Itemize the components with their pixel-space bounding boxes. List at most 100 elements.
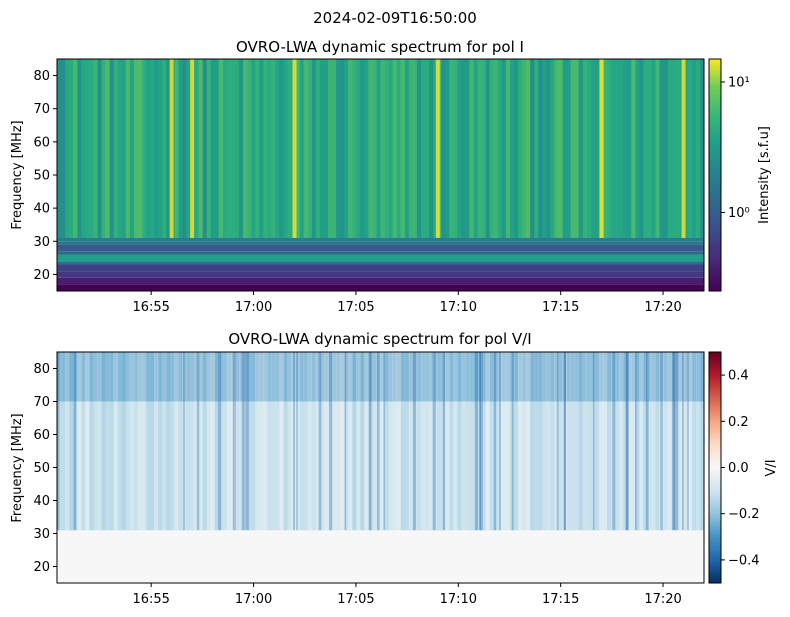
time-column: [623, 352, 628, 531]
time-column: [380, 352, 385, 531]
time-column: [364, 352, 369, 531]
colorbar-intensity-label: Intensity [s.f.u]: [757, 126, 772, 224]
time-column: [457, 59, 462, 238]
time-column: [509, 352, 515, 531]
x-tick-label: 17:10: [440, 300, 477, 315]
time-column: [85, 352, 90, 531]
time-column: [695, 352, 701, 531]
panel2-x-ticks: 16:55 17:00 17:05 17:10 17:15 17:20: [132, 583, 682, 607]
x-tick-label: 17:00: [235, 592, 272, 607]
time-column: [141, 59, 147, 238]
polarization-streak: [73, 352, 77, 531]
time-column: [340, 59, 345, 238]
time-column: [481, 352, 486, 531]
time-column: [105, 59, 110, 238]
time-column: [582, 352, 588, 531]
time-column: [162, 59, 167, 238]
time-column: [493, 59, 499, 238]
time-column: [234, 352, 240, 531]
time-column: [671, 352, 676, 531]
x-tick-label: 17:00: [235, 300, 272, 315]
time-column: [73, 59, 78, 238]
time-column: [699, 59, 704, 238]
time-column: [222, 59, 228, 238]
burst-streak: [681, 59, 686, 238]
polarization-streak: [564, 352, 566, 531]
polarization-streak: [329, 352, 333, 531]
time-column: [182, 59, 187, 238]
time-column: [546, 59, 551, 238]
time-column: [311, 352, 317, 531]
time-column: [534, 59, 539, 238]
band-8: [57, 241, 704, 245]
time-column: [453, 59, 458, 238]
time-column: [162, 352, 167, 531]
time-column: [598, 352, 604, 531]
time-column: [530, 59, 535, 238]
time-column: [299, 59, 304, 238]
time-column: [125, 352, 131, 531]
time-column: [336, 59, 341, 238]
polarization-streak: [183, 352, 185, 531]
time-column: [485, 59, 490, 238]
time-column: [121, 352, 127, 531]
time-column: [687, 59, 693, 238]
time-column: [61, 352, 66, 531]
polarization-streak: [293, 352, 296, 531]
time-column: [445, 59, 450, 238]
time-column: [570, 352, 575, 531]
time-column: [356, 352, 361, 531]
time-column: [202, 352, 207, 531]
time-column: [554, 352, 559, 531]
time-column: [550, 59, 555, 238]
time-column: [497, 59, 503, 238]
colorbar-tick-label: 10⁰: [728, 206, 750, 221]
time-column: [453, 352, 458, 531]
time-column: [574, 59, 579, 238]
band-0: [57, 284, 704, 291]
polarization-streak: [625, 352, 629, 531]
panel2-y-ticks: 20 30 40 50 60 70 80: [33, 362, 57, 575]
time-column: [247, 352, 252, 531]
polarization-streak: [687, 352, 689, 531]
time-column: [538, 59, 543, 238]
time-column: [606, 352, 612, 531]
time-column: [109, 59, 114, 238]
time-column: [198, 352, 203, 531]
polarization-streak: [682, 352, 684, 531]
time-column: [352, 352, 357, 531]
x-tick-label: 17:15: [542, 300, 579, 315]
y-tick-label: 30: [33, 235, 50, 250]
time-column: [420, 352, 426, 531]
time-column: [186, 59, 191, 238]
time-column: [392, 352, 397, 531]
colorbar-tick-label: 0.2: [728, 415, 749, 430]
time-column: [477, 352, 482, 531]
y-tick-label: 40: [33, 494, 50, 509]
time-column: [424, 352, 430, 531]
colorbar-intensity-ticks: 10⁰ 10¹: [721, 75, 750, 221]
time-column: [121, 59, 127, 238]
colorbar-v-over-i: [708, 351, 722, 584]
time-column: [675, 352, 681, 531]
time-column: [517, 59, 523, 238]
time-column: [647, 352, 652, 531]
time-column: [469, 59, 474, 238]
time-column: [590, 352, 596, 531]
time-column: [81, 352, 86, 531]
polarization-streak: [318, 352, 322, 531]
time-column: [65, 352, 70, 531]
time-column: [214, 352, 220, 531]
time-column: [586, 352, 592, 531]
time-column: [93, 59, 98, 238]
time-column: [615, 352, 620, 531]
time-column: [89, 352, 94, 531]
time-column: [635, 352, 640, 531]
y-tick-label: 80: [33, 362, 50, 377]
time-column: [408, 59, 414, 238]
polarization-streak: [475, 352, 478, 531]
time-column: [526, 352, 531, 531]
polarization-streak: [556, 352, 559, 531]
time-column: [279, 352, 284, 531]
